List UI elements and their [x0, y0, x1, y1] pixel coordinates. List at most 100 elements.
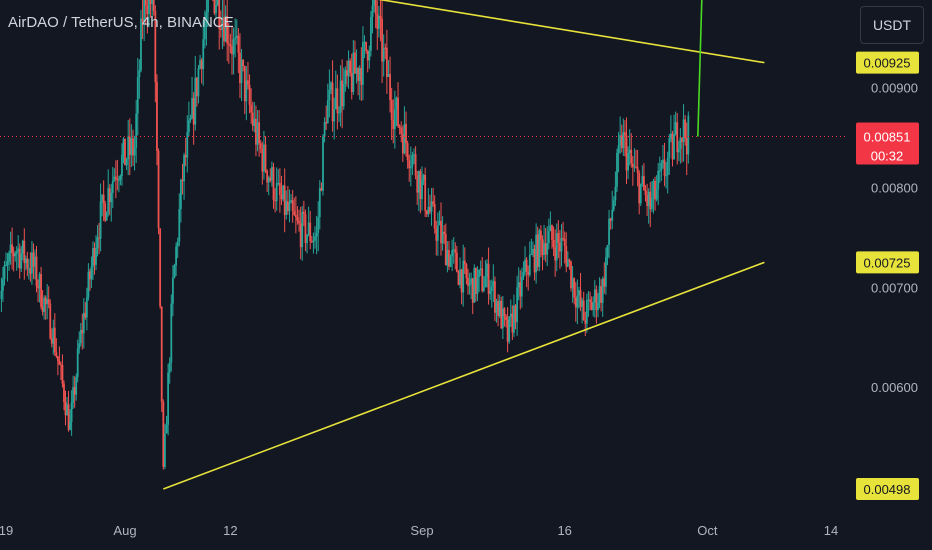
candle-body — [207, 0, 209, 13]
candle-body — [366, 50, 369, 61]
candle-body — [616, 152, 618, 187]
candle-body — [213, 0, 216, 14]
candle-body — [272, 167, 275, 201]
price-label-box — [856, 51, 919, 74]
candle-body — [350, 72, 353, 92]
candle-body — [589, 299, 591, 302]
y-tick-label: 0.00700 — [871, 280, 918, 295]
candle-body — [473, 267, 476, 303]
candle-body — [662, 159, 664, 164]
candle-body — [40, 274, 42, 307]
candle-body — [417, 171, 420, 193]
candle-body — [566, 259, 569, 267]
candle-body — [671, 133, 674, 160]
candle-body — [400, 128, 403, 134]
candle-body — [494, 281, 496, 313]
candle-body — [411, 155, 414, 167]
candle-body — [592, 302, 595, 310]
candle-body — [563, 239, 566, 247]
candle-body — [582, 300, 585, 321]
candle-body — [61, 364, 64, 384]
candle-body — [282, 185, 284, 200]
current-price-label: 0.00851 — [864, 130, 911, 145]
candle-body — [587, 299, 590, 301]
candle-body — [389, 73, 391, 101]
candle-body — [235, 35, 238, 38]
candle-body — [440, 220, 442, 244]
candle-body — [96, 237, 99, 249]
candle-body — [237, 35, 240, 53]
candle-body — [506, 319, 509, 342]
candle-body — [597, 302, 599, 311]
candle-body — [328, 89, 331, 101]
candle-body — [44, 297, 47, 305]
candle-body — [560, 238, 563, 252]
candle-body — [565, 246, 568, 267]
candle-body — [95, 248, 97, 265]
candle-body — [554, 247, 557, 261]
candle-body — [606, 244, 609, 258]
candle-body — [60, 364, 62, 366]
candle-body — [293, 210, 296, 216]
candle-body — [687, 115, 690, 155]
candle-body — [342, 83, 345, 107]
candle-body — [617, 145, 620, 153]
candle-body — [322, 136, 324, 191]
candle-body — [541, 239, 544, 256]
candle-body — [684, 119, 687, 139]
candle-body — [647, 191, 650, 206]
candle-body — [500, 300, 503, 329]
candle-body — [419, 171, 422, 200]
candle-body — [267, 177, 270, 183]
candle-body — [82, 312, 85, 334]
candle-body — [604, 257, 607, 287]
candle-body — [108, 188, 111, 203]
candle-body — [32, 252, 35, 267]
candle-body — [128, 136, 131, 156]
candle-body — [429, 207, 431, 212]
candle-body — [168, 362, 171, 373]
candle-body — [227, 43, 230, 45]
candle-body — [349, 60, 352, 73]
candle-body — [178, 209, 181, 242]
candle-body — [555, 233, 558, 261]
candle-body — [125, 159, 128, 166]
candle-body — [130, 138, 133, 156]
candle-body — [397, 97, 399, 126]
candle-body — [374, 0, 377, 14]
candle-body — [317, 217, 320, 233]
candle-body — [528, 255, 531, 276]
candle-body — [291, 200, 294, 211]
candle-body — [549, 225, 552, 232]
currency-button[interactable]: USDT — [860, 6, 924, 44]
candle-body — [669, 133, 672, 139]
candle-body — [269, 177, 272, 181]
candle-body — [35, 256, 38, 287]
candle-body — [517, 282, 520, 288]
candle-body — [24, 258, 27, 264]
candle-body — [600, 286, 603, 303]
candle-body — [50, 338, 53, 344]
candle-body — [685, 138, 688, 155]
candle-body — [275, 183, 278, 202]
candle-body — [73, 387, 76, 395]
candle-body — [307, 222, 310, 235]
current-price-countdown: 00:32 — [871, 149, 904, 164]
price-label: 0.00925 — [864, 56, 911, 71]
candle-body — [31, 252, 33, 274]
candle-body — [636, 167, 639, 173]
candle-body — [573, 278, 576, 298]
candle-body — [173, 265, 176, 278]
candle-body — [320, 188, 323, 191]
y-tick-label: 0.00900 — [871, 81, 918, 96]
candle-body — [487, 263, 490, 294]
candle-body — [457, 271, 460, 285]
candle-body — [326, 100, 329, 124]
candle-body — [360, 68, 363, 85]
candle-body — [253, 118, 256, 126]
candle-body — [294, 215, 297, 218]
candle-body — [298, 220, 300, 224]
candle-body — [331, 82, 334, 122]
candle-body — [72, 387, 75, 403]
